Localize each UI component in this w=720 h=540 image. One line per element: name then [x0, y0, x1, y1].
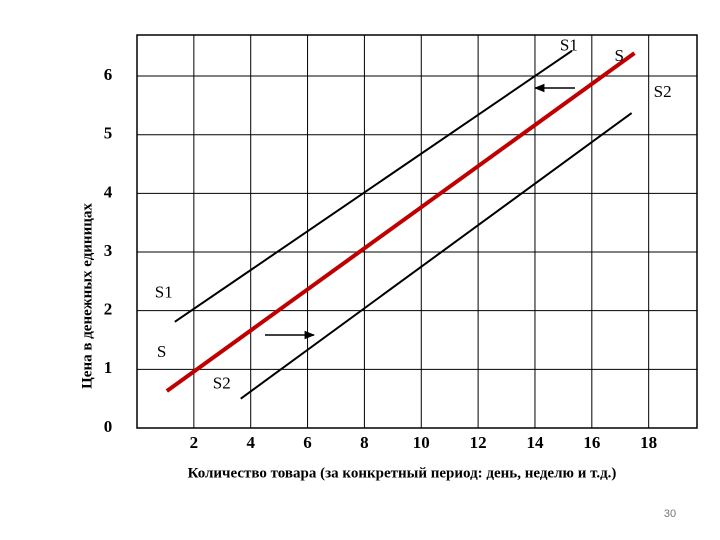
x-tick-label: 8: [360, 433, 369, 452]
x-tick-label: 4: [246, 433, 255, 452]
x-tick-label: 14: [526, 433, 544, 452]
plot-frame: [136, 34, 698, 429]
series-label: S2: [213, 374, 231, 393]
x-tick-label: 12: [470, 433, 487, 452]
x-tick-label: 10: [413, 433, 430, 452]
series-label: S1: [560, 36, 578, 55]
series-line: [240, 112, 633, 400]
series-label: S: [157, 342, 166, 361]
y-tick-label: 2: [104, 300, 113, 319]
y-tick-label: 0: [104, 417, 113, 436]
y-tick-label: 3: [104, 241, 113, 260]
y-tick-label: 6: [104, 65, 113, 84]
x-tick-label: 2: [190, 433, 199, 452]
x-tick-label: 18: [640, 433, 657, 452]
series-label: S: [614, 46, 623, 65]
y-tick-label: 5: [104, 124, 113, 143]
series-line: [165, 51, 636, 393]
page-number: 30: [664, 508, 676, 520]
series-line: [174, 50, 573, 323]
x-axis-title: Количество товара (за конкретный период:…: [188, 465, 617, 481]
x-tick-label: 6: [303, 433, 312, 452]
x-tick-label: 16: [583, 433, 600, 452]
y-axis-title: Цена в денежных единицах: [79, 203, 95, 389]
y-tick-label: 4: [104, 182, 113, 201]
series-label: S2: [654, 82, 672, 101]
series-label: S1: [155, 283, 173, 302]
y-tick-label: 1: [104, 358, 113, 377]
